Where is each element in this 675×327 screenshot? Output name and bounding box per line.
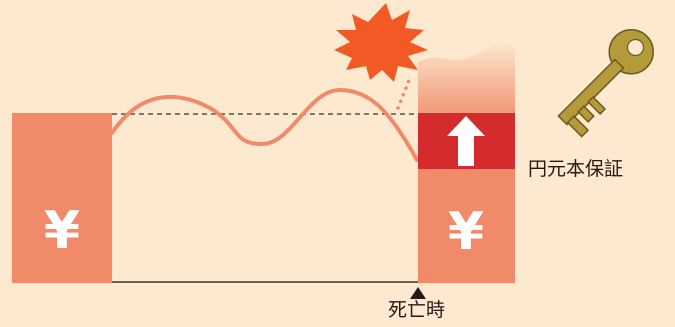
death-time-label: 死亡時 bbox=[388, 299, 446, 321]
guaranteed-principal-yen-symbol: ¥ bbox=[448, 202, 484, 262]
initial-principal-block bbox=[12, 113, 112, 283]
up-arrow-icon bbox=[447, 116, 485, 166]
upside-faded-area bbox=[418, 44, 515, 113]
principal-guarantee-label: 円元本保証 bbox=[528, 158, 624, 180]
initial-principal-yen-symbol: ¥ bbox=[44, 201, 80, 261]
triangle-up-icon bbox=[410, 287, 426, 299]
guaranteed-principal-block bbox=[418, 169, 515, 283]
key-icon bbox=[557, 29, 654, 138]
curve-continuation-dots bbox=[396, 76, 412, 110]
explosion-burst-icon bbox=[334, 3, 428, 82]
fluctuating-value-curve bbox=[110, 87, 419, 162]
